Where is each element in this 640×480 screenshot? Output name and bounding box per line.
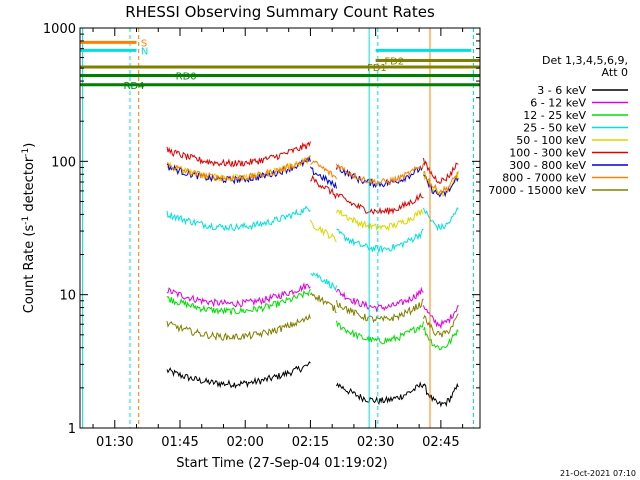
legend-label: 800 - 7000 keV xyxy=(502,172,586,185)
legend-item-8: 7000 - 15000 keV xyxy=(488,184,628,197)
x-tick-label: 02:45 xyxy=(422,435,459,450)
series-6-segment-1 xyxy=(309,166,337,189)
series-3-segment-2 xyxy=(336,228,424,254)
legend-label: 300 - 800 keV xyxy=(509,159,586,172)
y-axis-label-main: Count Rate (s xyxy=(22,225,37,314)
series-2-segment-1 xyxy=(336,320,424,345)
series-0-segment-0 xyxy=(166,361,311,389)
flag-label: FD2 xyxy=(384,57,404,68)
y-tick-label: 1000 xyxy=(43,22,76,37)
series-2 xyxy=(166,288,459,351)
plot-frame xyxy=(79,27,481,429)
legend-label: 100 - 300 keV xyxy=(509,147,586,160)
plot-area xyxy=(166,141,459,408)
series-5-segment-2 xyxy=(336,192,424,215)
series-7-segment-1 xyxy=(310,160,337,180)
series-2-segment-2 xyxy=(423,326,459,351)
series-7-segment-2 xyxy=(336,163,424,186)
flag-label: S xyxy=(141,38,147,49)
series-4-segment-1 xyxy=(309,219,337,243)
footer-timestamp: 21-Oct-2021 07:10 xyxy=(560,469,636,478)
series-8-segment-3 xyxy=(423,313,459,338)
legend-label: 6 - 12 keV xyxy=(530,97,586,110)
legend-item-1: 6 - 12 keV xyxy=(530,97,628,110)
y-tick-label: 100 xyxy=(51,155,76,170)
flag-label: RD4 xyxy=(123,81,144,92)
series-3-segment-1 xyxy=(310,272,337,292)
series-7-segment-0 xyxy=(167,155,311,182)
y-tick-label: 10 xyxy=(59,289,76,304)
series-5-segment-3 xyxy=(423,157,459,185)
series-8-segment-2 xyxy=(336,298,424,324)
flag-rd4: RD4 xyxy=(80,81,480,92)
legend-item-7: 800 - 7000 keV xyxy=(502,172,628,185)
chart-title: RHESSI Observing Summary Count Rates xyxy=(125,3,435,21)
series-1-segment-0 xyxy=(166,282,311,308)
flag-n: N xyxy=(80,46,472,57)
legend-label: 3 - 6 keV xyxy=(537,84,586,97)
legend-title-1: Det 1,3,4,5,6,9, xyxy=(542,54,628,67)
x-tick-label: 02:00 xyxy=(226,435,263,450)
series-5 xyxy=(166,141,459,215)
x-axis-label: Start Time (27-Sep-04 01:19:02) xyxy=(176,456,387,471)
flag-label: RD0 xyxy=(176,72,197,83)
series-3-segment-0 xyxy=(166,205,311,232)
series-6-segment-2 xyxy=(336,163,424,189)
legend-label: 50 - 100 keV xyxy=(516,134,586,147)
series-0-segment-1 xyxy=(336,381,424,406)
legend-item-3: 25 - 50 keV xyxy=(523,122,628,135)
flag-rd0: RD0 xyxy=(80,72,480,83)
series-2-segment-0 xyxy=(166,288,311,316)
legend-item-4: 50 - 100 keV xyxy=(516,134,628,147)
series-7-segment-3 xyxy=(423,170,459,195)
legend-label: 25 - 50 keV xyxy=(523,122,586,135)
series-5-segment-0 xyxy=(166,141,311,168)
legend-item-6: 300 - 800 keV xyxy=(509,159,628,172)
y-axis-label: Count Rate (s-1 detector-1) xyxy=(21,143,37,314)
series-8-segment-0 xyxy=(166,313,311,341)
y-tick-label: 1 xyxy=(68,422,76,437)
series-1-segment-2 xyxy=(423,304,459,330)
series-8-segment-1 xyxy=(310,292,337,314)
series-0 xyxy=(166,361,459,408)
y-axis-label-sup1: -1 xyxy=(21,216,31,225)
flag-s: S xyxy=(80,38,147,49)
series-3-segment-3 xyxy=(423,206,459,232)
y-axis-label-end: ) xyxy=(22,143,37,148)
series-4-segment-2 xyxy=(336,209,424,232)
series-5-segment-1 xyxy=(310,175,337,200)
series-1 xyxy=(166,282,459,330)
series-6-segment-3 xyxy=(423,174,459,198)
flag-fd2: FD2 xyxy=(375,57,480,68)
flag-label: FD1 xyxy=(367,63,387,74)
x-tick-label: 01:45 xyxy=(161,435,198,450)
series-3 xyxy=(166,205,459,292)
series-8 xyxy=(166,292,459,341)
series-7 xyxy=(167,155,459,195)
x-tick-label: 01:30 xyxy=(96,435,133,450)
flag-label: N xyxy=(141,46,148,57)
legend-label: 7000 - 15000 keV xyxy=(488,184,586,197)
legend-item-5: 100 - 300 keV xyxy=(509,147,628,160)
flag-fd1: FD1 xyxy=(80,63,480,74)
legend-title-2: Att 0 xyxy=(602,66,628,79)
legend-item-2: 12 - 25 keV xyxy=(523,109,628,122)
y-axis-label-mid: detector xyxy=(22,156,37,216)
y-axis-label-sup2: -1 xyxy=(21,148,31,157)
x-tick-label: 02:15 xyxy=(292,435,329,450)
axis-layer: 1 10 100 1000 01:30 01:45 02:00 02:15 02:30 02:45 xyxy=(43,22,480,450)
legend-label: 12 - 25 keV xyxy=(523,109,586,122)
series-1-segment-1 xyxy=(336,286,424,313)
x-tick-label: 02:30 xyxy=(357,435,394,450)
legend-item-0: 3 - 6 keV xyxy=(537,84,628,97)
series-0-segment-2 xyxy=(423,382,459,408)
